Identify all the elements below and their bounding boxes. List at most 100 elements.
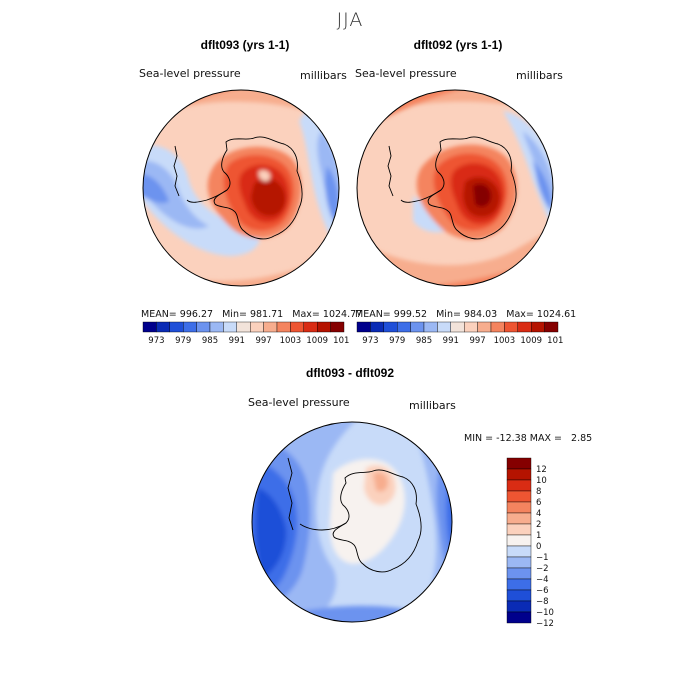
difference-polar-map bbox=[251, 421, 453, 623]
colorbar-tick-label: 991 bbox=[229, 336, 245, 346]
antarctica-coastline bbox=[332, 469, 422, 573]
colorbar-cell bbox=[506, 611, 532, 624]
min-label: Min= bbox=[222, 309, 247, 320]
max-label: MAX = bbox=[529, 433, 562, 444]
colorbar-cell bbox=[330, 321, 345, 333]
colorbar-tick-label: 1003 bbox=[280, 336, 302, 346]
colorbar-cell bbox=[490, 321, 505, 333]
colorbar-tick-label: 1009 bbox=[306, 336, 328, 346]
colorbar-cell bbox=[276, 321, 291, 333]
antarctic-peninsula-coastline bbox=[400, 189, 442, 203]
colorbar-cell bbox=[397, 321, 411, 333]
colorbar-cell bbox=[506, 468, 532, 481]
colorbar-tick-label: 973 bbox=[148, 336, 164, 346]
colorbar-cell bbox=[506, 556, 532, 569]
colorbar-cell bbox=[249, 321, 264, 333]
colorbar-tick-label: 1003 bbox=[494, 336, 516, 346]
colorbar-cell bbox=[383, 321, 398, 333]
colorbar-cell bbox=[196, 321, 211, 333]
colorbar-cell bbox=[263, 321, 278, 333]
colorbar-tick-label: 12 bbox=[536, 465, 547, 475]
mean-value: 999.52 bbox=[393, 309, 428, 320]
colorbar-cell bbox=[463, 321, 478, 333]
colorbar-cell bbox=[290, 321, 304, 333]
panel-1-variable: Sea-level pressure bbox=[139, 67, 241, 80]
colorbar-tick-label: 1015 bbox=[333, 336, 349, 346]
colorbar-tick-label: 979 bbox=[389, 336, 405, 346]
south-america-coastline bbox=[387, 145, 394, 197]
colorbar-cell bbox=[506, 490, 532, 503]
colorbar-cell bbox=[506, 589, 532, 602]
colorbar-cell bbox=[506, 457, 532, 470]
colorbar-cell bbox=[223, 321, 238, 333]
panel-1-units: millibars bbox=[300, 69, 347, 82]
colorbar-cell bbox=[506, 512, 532, 525]
mean-label: MEAN= bbox=[141, 309, 177, 320]
panel-2-polar-map bbox=[356, 89, 554, 287]
colorbar-tick-label: 1009 bbox=[520, 336, 542, 346]
colorbar-tick-label: 997 bbox=[469, 336, 485, 346]
colorbar-tick-label: 1015 bbox=[547, 336, 563, 346]
colorbar-tick-label: −4 bbox=[536, 575, 549, 585]
colorbar-cell bbox=[169, 321, 184, 333]
max-value: 1024.61 bbox=[536, 309, 577, 320]
pressure-contour-low-west bbox=[143, 145, 260, 256]
colorbar-tick-label: 973 bbox=[362, 336, 378, 346]
min-value: -12.38 bbox=[496, 433, 527, 444]
min-value: 984.03 bbox=[463, 309, 498, 320]
panel-1-polar-map bbox=[142, 89, 340, 287]
colorbar-tick-label: 991 bbox=[443, 336, 459, 346]
difference-range: MIN = -12.38 MAX = 2.85 bbox=[464, 433, 592, 444]
antarctic-peninsula-coastline bbox=[186, 189, 228, 203]
colorbar-tick-label: −10 bbox=[536, 608, 554, 618]
difference-variable: Sea-level pressure bbox=[248, 396, 350, 409]
south-america-coastline bbox=[287, 457, 294, 531]
colorbar-tick-label: 8 bbox=[536, 487, 541, 497]
colorbar-cell bbox=[156, 321, 170, 333]
south-america-coastline bbox=[173, 145, 180, 197]
max-label: Max= bbox=[292, 309, 320, 320]
colorbar-cell bbox=[530, 321, 545, 333]
colorbar-tick-label: 1 bbox=[536, 531, 541, 541]
colorbar-tick-label: 985 bbox=[202, 336, 218, 346]
colorbar-cell bbox=[316, 321, 331, 333]
min-label: MIN = bbox=[464, 433, 494, 444]
max-value: 1024.77 bbox=[322, 309, 363, 320]
colorbar-cell bbox=[370, 321, 384, 333]
colorbar-cell bbox=[477, 321, 492, 333]
colorbar-cell bbox=[303, 321, 318, 333]
colorbar-cell bbox=[437, 321, 452, 333]
panel-2-stats: MEAN= 999.52 Min= 984.03 Max= 1024.61 bbox=[355, 309, 576, 320]
colorbar-cell bbox=[236, 321, 251, 333]
colorbar-cell bbox=[506, 567, 532, 580]
figure-title: JJA bbox=[336, 9, 364, 31]
colorbar-tick-label: 979 bbox=[175, 336, 191, 346]
panel-2-title: dflt092 (yrs 1-1) bbox=[413, 38, 503, 52]
colorbar-cell bbox=[506, 501, 532, 514]
colorbar-cell bbox=[450, 321, 465, 333]
colorbar-cell bbox=[410, 321, 425, 333]
colorbar-cell bbox=[423, 321, 438, 333]
panel-2-units: millibars bbox=[516, 69, 563, 82]
colorbar-cell bbox=[517, 321, 532, 333]
colorbar-tick-label: 985 bbox=[416, 336, 432, 346]
colorbar-tick-label: −8 bbox=[536, 597, 549, 607]
colorbar-cell bbox=[183, 321, 197, 333]
min-value: 981.71 bbox=[249, 309, 284, 320]
colorbar-cell bbox=[506, 479, 532, 492]
difference-units: millibars bbox=[409, 399, 456, 412]
colorbar-tick-label: 4 bbox=[536, 509, 541, 519]
colorbar-cell bbox=[504, 321, 518, 333]
mean-label: MEAN= bbox=[355, 309, 391, 320]
colorbar-tick-label: 997 bbox=[255, 336, 271, 346]
colorbar-cell bbox=[544, 321, 559, 333]
colorbar-cell bbox=[506, 545, 532, 558]
colorbar-cell bbox=[506, 534, 532, 547]
difference-title: dflt093 - dflt092 bbox=[305, 366, 395, 380]
colorbar-cell bbox=[506, 578, 532, 591]
panel-1-stats: MEAN= 996.27 Min= 981.71 Max= 1024.77 bbox=[141, 309, 362, 320]
antarctica-coastline bbox=[427, 136, 517, 240]
max-value: 2.85 bbox=[571, 433, 593, 444]
colorbar-cell bbox=[356, 321, 371, 333]
colorbar-tick-label: −1 bbox=[536, 553, 549, 563]
